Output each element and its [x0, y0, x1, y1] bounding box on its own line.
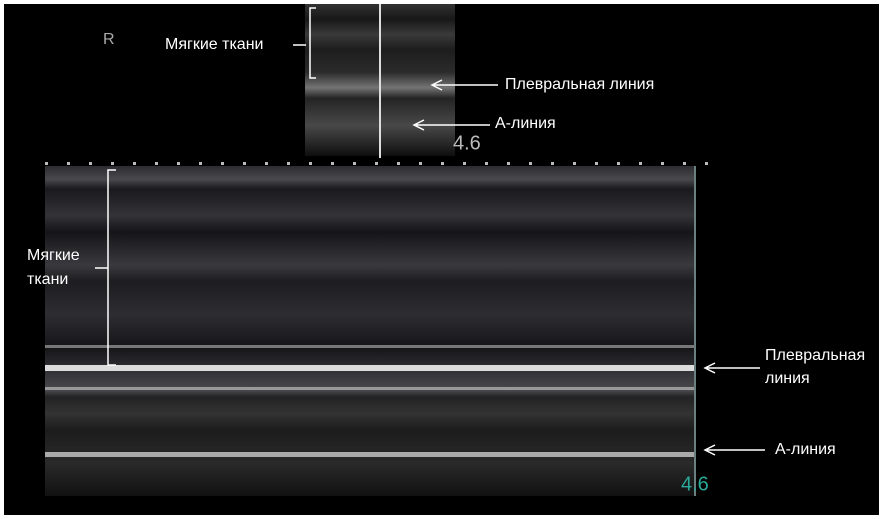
ultrasound-screenshot: R Мягкие ткани Плевральная линия А-линия…	[0, 0, 883, 519]
label: Мягкие ткани	[165, 36, 263, 53]
band	[45, 387, 695, 390]
a-line-band	[45, 452, 695, 457]
label: Мягкие	[27, 247, 80, 264]
orientation-marker: R	[103, 31, 115, 48]
label: А-линия	[775, 441, 836, 458]
band	[45, 345, 695, 348]
label: ткани	[27, 271, 68, 288]
depth: 4.6	[681, 473, 709, 495]
pleural-band	[45, 365, 695, 371]
label: Плевральная	[765, 347, 865, 364]
m-mode-image	[45, 166, 695, 496]
label: А-линия	[495, 115, 556, 132]
label: Плевральная линия	[505, 76, 654, 93]
depth: 4.6	[453, 132, 481, 154]
scale-dots	[45, 158, 715, 166]
label: линия	[765, 370, 810, 387]
